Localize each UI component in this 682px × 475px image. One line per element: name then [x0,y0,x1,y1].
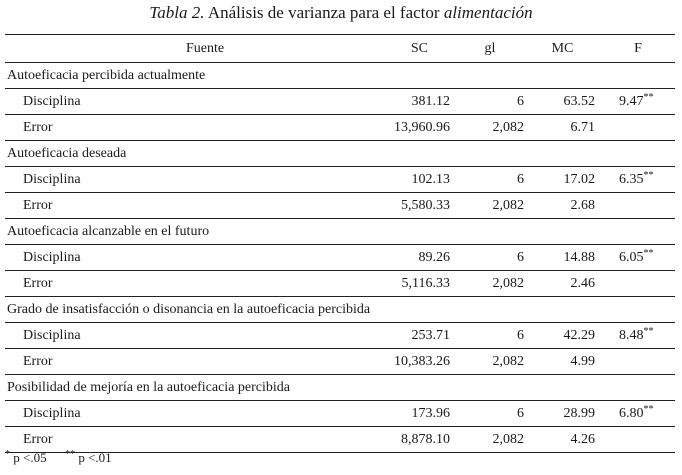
table-row: Disciplina 102.13 6 17.02 6.35** [5,166,675,193]
group-title: Autoeficacia alcanzable en el futuro [5,218,675,245]
cell-source: Error [5,192,335,219]
cell-source: Error [5,348,335,375]
cell-gl: 2,082 [456,270,524,297]
cell-f [601,348,675,375]
cell-gl: 2,082 [456,192,524,219]
cell-source: Disciplina [5,244,335,271]
cell-source: Disciplina [5,400,335,427]
cell-gl: 2,082 [456,114,524,141]
footnote-text-2: p <.01 [78,450,112,465]
caption-label: Tabla 2. [149,3,205,22]
cell-mc: 4.26 [524,426,601,453]
cell-f [601,114,675,141]
f-value: 8.48 [619,328,644,343]
cell-mc: 2.46 [524,270,601,297]
table-row: Error 5,580.33 2,082 2.68 [5,192,675,219]
table-row: Error 5,116.33 2,082 2.46 [5,270,675,297]
footnote-text-1: p <.05 [13,450,47,465]
significance-mark: ** [643,404,654,415]
table-row: Disciplina 173.96 6 28.99 6.80** [5,400,675,427]
table-row: Disciplina 381.12 6 63.52 9.47** [5,88,675,115]
significance-mark: ** [643,326,654,337]
significance-mark: ** [643,248,654,259]
table-row: Disciplina 89.26 6 14.88 6.05** [5,244,675,271]
cell-sc: 13,960.96 [335,114,456,141]
table-caption: Tabla 2. Análisis de varianza para el fa… [0,3,682,23]
cell-mc: 17.02 [524,166,601,193]
cell-source: Error [5,270,335,297]
cell-mc: 63.52 [524,88,601,115]
f-value: 6.35 [619,172,644,187]
cell-sc: 5,580.33 [335,192,456,219]
cell-sc: 173.96 [335,400,456,427]
table-header-row: Fuente SC gl MC F [5,34,675,63]
caption-factor: alimentación [443,3,533,22]
cell-gl: 2,082 [456,426,524,453]
cell-f [601,426,675,453]
f-value: 6.80 [619,406,644,421]
significance-mark: ** [643,92,654,103]
cell-source: Disciplina [5,322,335,349]
significance-mark: ** [643,170,654,181]
cell-gl: 6 [456,88,524,115]
table-row: Error 10,383.26 2,082 4.99 [5,348,675,375]
table-row: Error 13,960.96 2,082 6.71 [5,114,675,141]
footnote-mark-1: * [5,449,10,460]
cell-sc: 89.26 [335,244,456,271]
cell-source: Disciplina [5,166,335,193]
cell-sc: 102.13 [335,166,456,193]
group-title: Autoeficacia deseada [5,140,675,167]
anova-table: Fuente SC gl MC F Autoeficacia percibida… [5,34,675,453]
cell-sc: 381.12 [335,88,456,115]
group-title: Grado de insatisfacción o disonancia en … [5,296,675,323]
cell-gl: 6 [456,400,524,427]
caption-title: Análisis de varianza para el factor [207,3,440,22]
table-footnote: * p <.05 ** p <.01 [5,448,112,468]
cell-sc: 8,878.10 [335,426,456,453]
group-row: Posibilidad de mejoría en la autoeficaci… [5,374,675,401]
f-value: 9.47 [619,94,644,109]
cell-mc: 6.71 [524,114,601,141]
cell-sc: 10,383.26 [335,348,456,375]
group-row: Autoeficacia deseada [5,140,675,167]
table-row: Error 8,878.10 2,082 4.26 [5,426,675,453]
cell-source: Error [5,426,335,453]
cell-source: Disciplina [5,88,335,115]
cell-f: 9.47** [601,88,675,115]
cell-f [601,270,675,297]
cell-f: 6.80** [601,400,675,427]
header-gl: gl [456,34,524,63]
group-row: Autoeficacia percibida actualmente [5,62,675,89]
header-fuente: Fuente [5,34,335,63]
header-f: F [601,34,675,63]
cell-f: 6.35** [601,166,675,193]
cell-mc: 2.68 [524,192,601,219]
cell-mc: 42.29 [524,322,601,349]
cell-gl: 2,082 [456,348,524,375]
table-row: Disciplina 253.71 6 42.29 8.48** [5,322,675,349]
cell-f: 8.48** [601,322,675,349]
cell-f [601,192,675,219]
cell-gl: 6 [456,322,524,349]
cell-gl: 6 [456,244,524,271]
header-mc: MC [524,34,601,63]
group-row: Grado de insatisfacción o disonancia en … [5,296,675,323]
cell-sc: 253.71 [335,322,456,349]
f-value: 6.05 [619,250,644,265]
cell-sc: 5,116.33 [335,270,456,297]
footnote-mark-2: ** [65,449,76,460]
header-sc: SC [335,34,456,63]
cell-source: Error [5,114,335,141]
cell-mc: 28.99 [524,400,601,427]
group-row: Autoeficacia alcanzable en el futuro [5,218,675,245]
cell-mc: 14.88 [524,244,601,271]
cell-mc: 4.99 [524,348,601,375]
group-title: Posibilidad de mejoría en la autoeficaci… [5,374,675,401]
cell-gl: 6 [456,166,524,193]
group-title: Autoeficacia percibida actualmente [5,62,675,89]
cell-f: 6.05** [601,244,675,271]
